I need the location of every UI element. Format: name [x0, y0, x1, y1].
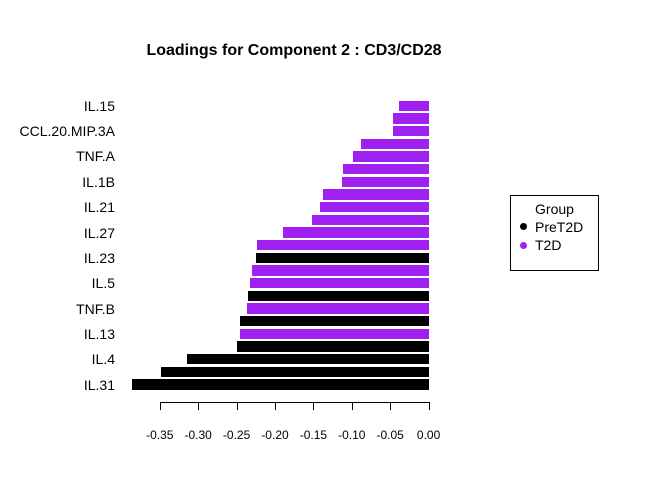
- y-axis-label-IL.4: IL.4: [91, 351, 115, 368]
- x-axis-tick: [351, 402, 353, 410]
- x-axis-line: [159, 402, 430, 403]
- bar-IL.21: [320, 202, 430, 213]
- bar-unlabeled-16: [248, 290, 430, 301]
- bar-unlabeled-10: [311, 214, 430, 225]
- bar-IL.1B: [341, 176, 430, 187]
- x-axis-tick: [236, 402, 238, 410]
- x-axis-tick-label: -0.10: [338, 428, 366, 442]
- bar-IL.15: [399, 100, 430, 111]
- bar-IL.4: [186, 354, 430, 365]
- y-axis-label-IL.15: IL.15: [83, 97, 115, 114]
- legend-entry-label: T2D: [535, 237, 562, 254]
- bar-unlabeled-2: [393, 113, 430, 124]
- y-axis-label-TNF.A: TNF.A: [76, 148, 115, 165]
- legend-title: Group: [535, 201, 574, 217]
- x-axis-tick: [390, 402, 392, 410]
- x-axis-tick-label: -0.15: [299, 428, 328, 442]
- y-axis-label-IL.1B: IL.1B: [82, 173, 115, 190]
- x-axis-tick-label: -0.35: [146, 428, 174, 442]
- x-axis-tick: [198, 402, 200, 410]
- legend-dot-icon: [520, 241, 527, 249]
- bar-unlabeled-12: [257, 240, 430, 251]
- bar-IL.23: [255, 252, 430, 263]
- x-axis-tick-label: -0.20: [261, 428, 289, 442]
- bar-IL.31: [132, 379, 430, 390]
- x-axis-tick: [275, 402, 276, 410]
- y-axis-label-IL.23: IL.23: [83, 249, 115, 266]
- legend-entry-T2D: T2D: [511, 237, 598, 255]
- legend: Group PreT2D T2D: [510, 195, 599, 271]
- legend-rows: PreT2D T2D: [511, 218, 598, 254]
- legend-entry-PreT2D: PreT2D: [511, 218, 598, 236]
- bar-unlabeled-22: [161, 366, 430, 377]
- x-axis-tick: [428, 402, 430, 410]
- x-axis-tick-label: -0.25: [222, 428, 251, 442]
- chart-title: Loadings for Component 2 : CD3/CD28: [146, 42, 442, 59]
- bar-TNF.A: [352, 151, 430, 162]
- y-axis-label-CCL.20.MIP.3A: CCL.20.MIP.3A: [19, 123, 115, 140]
- bar-IL.27: [282, 227, 430, 238]
- y-axis-label-IL.27: IL.27: [83, 224, 115, 241]
- bar-unlabeled-18: [240, 316, 430, 327]
- bar-unlabeled-8: [322, 189, 430, 200]
- y-axis-label-TNF.B: TNF.B: [76, 300, 115, 317]
- y-axis-label-IL.5: IL.5: [91, 275, 115, 292]
- bar-unlabeled-20: [236, 341, 430, 352]
- bar-unlabeled-14: [251, 265, 430, 276]
- bar-IL.13: [239, 328, 430, 339]
- legend-dot-icon: [520, 223, 527, 231]
- bar-IL.5: [250, 278, 430, 289]
- x-axis-tick: [313, 402, 315, 410]
- x-axis-tick-label: -0.05: [376, 428, 404, 442]
- x-axis-tick-label: -0.30: [184, 428, 212, 442]
- x-axis-tick-label: 0.00: [416, 428, 441, 442]
- y-axis-label-IL.21: IL.21: [83, 199, 115, 216]
- y-axis-label-IL.31: IL.31: [83, 376, 115, 393]
- legend-entry-label: PreT2D: [535, 218, 584, 235]
- bar-unlabeled-4: [361, 138, 430, 149]
- x-axis-tick: [159, 402, 161, 410]
- bar-unlabeled-6: [342, 164, 430, 175]
- y-axis-label-IL.13: IL.13: [83, 325, 115, 342]
- bar-CCL.20.MIP.3A: [392, 126, 430, 137]
- bar-TNF.B: [247, 303, 430, 314]
